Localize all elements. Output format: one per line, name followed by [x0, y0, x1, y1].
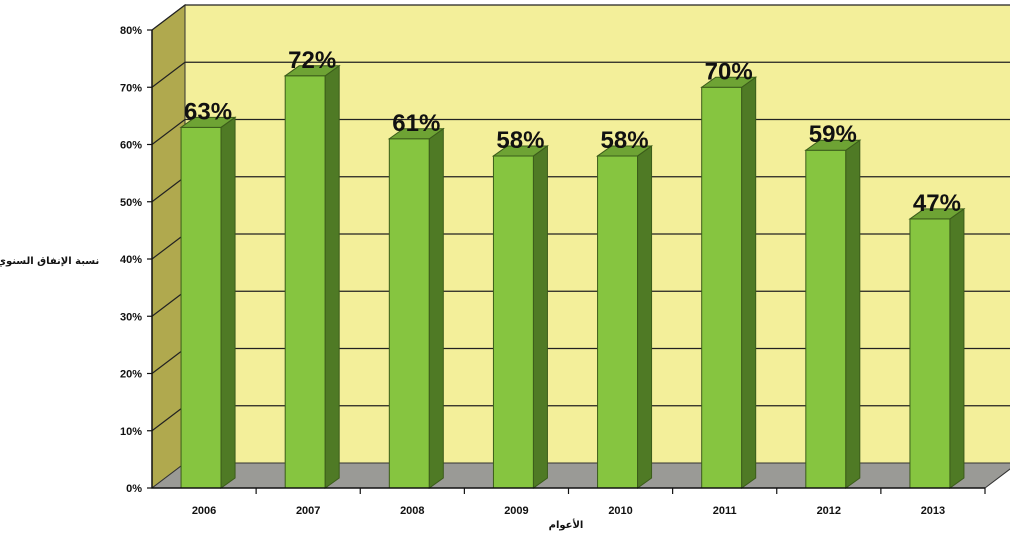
bar	[179, 116, 237, 489]
bar-front	[284, 75, 326, 489]
y-axis-title: نسبة الإنفاق السنوي	[0, 256, 99, 267]
y-tick-label: 40%	[120, 254, 142, 266]
bar-front	[388, 138, 430, 489]
y-tick-label: 70%	[120, 82, 142, 94]
y-tick-label: 80%	[120, 25, 142, 37]
bar-side	[949, 207, 965, 489]
floor	[150, 462, 1010, 489]
bar	[700, 76, 758, 489]
x-tick-label: 2007	[296, 505, 320, 517]
bar-front	[909, 218, 951, 489]
x-axis-title: الأعوام	[549, 518, 584, 531]
bar-side	[741, 76, 757, 489]
chart-walls	[150, 3, 1010, 490]
bar	[804, 139, 862, 489]
x-tick-label: 2008	[400, 505, 424, 517]
bar-top	[491, 145, 549, 157]
bar-side	[220, 116, 236, 489]
bar-side	[845, 139, 861, 489]
x-tick-label: 2013	[921, 505, 945, 517]
bar-top	[387, 128, 445, 140]
x-tick-label: 2009	[504, 505, 528, 517]
bar-top	[908, 208, 966, 220]
bar	[283, 64, 341, 489]
data-label: 72%	[288, 47, 336, 74]
data-label: 58%	[601, 127, 649, 154]
gridline	[151, 4, 1010, 31]
gridline	[151, 61, 1010, 88]
bars: 63% 72% 61% 58% 58% 70% 59% 47%	[179, 47, 966, 489]
y-tick-label: 10%	[120, 426, 142, 438]
bar	[491, 144, 549, 489]
data-label: 70%	[705, 58, 753, 85]
y-tick-label: 0%	[126, 483, 142, 495]
y-tick-label: 60%	[120, 140, 142, 152]
bar-top	[596, 145, 654, 157]
bar-front	[805, 149, 847, 489]
bar-top	[283, 65, 341, 77]
data-label: 61%	[392, 110, 440, 137]
bar-front	[492, 155, 534, 489]
data-label: 63%	[184, 98, 232, 125]
bar-side	[532, 144, 548, 489]
x-tick-label: 2010	[608, 505, 632, 517]
axes: 0% 10% 20% 30% 40% 50% 60% 70% 80% 2006 2007 2008 20…	[120, 25, 986, 517]
bar-front	[180, 126, 222, 489]
bar	[596, 144, 654, 489]
data-label: 59%	[809, 121, 857, 148]
bar	[387, 127, 445, 489]
y-tick-label: 20%	[120, 369, 142, 381]
x-tick-label: 2012	[817, 505, 841, 517]
x-tick-label: 2006	[192, 505, 216, 517]
data-label: 58%	[496, 127, 544, 154]
bar-top	[804, 139, 862, 151]
bar	[908, 207, 966, 489]
bar-top	[179, 116, 237, 128]
bar-side	[637, 144, 653, 489]
y-tick-label: 30%	[120, 311, 142, 323]
data-label: 47%	[913, 190, 961, 217]
bar-front	[597, 155, 639, 489]
x-tick-label: 2011	[713, 505, 737, 517]
bar-top	[700, 76, 758, 88]
bar-side	[428, 127, 444, 489]
bar-front	[701, 86, 743, 489]
bar-side	[324, 64, 340, 489]
y-tick-label: 50%	[120, 197, 142, 209]
